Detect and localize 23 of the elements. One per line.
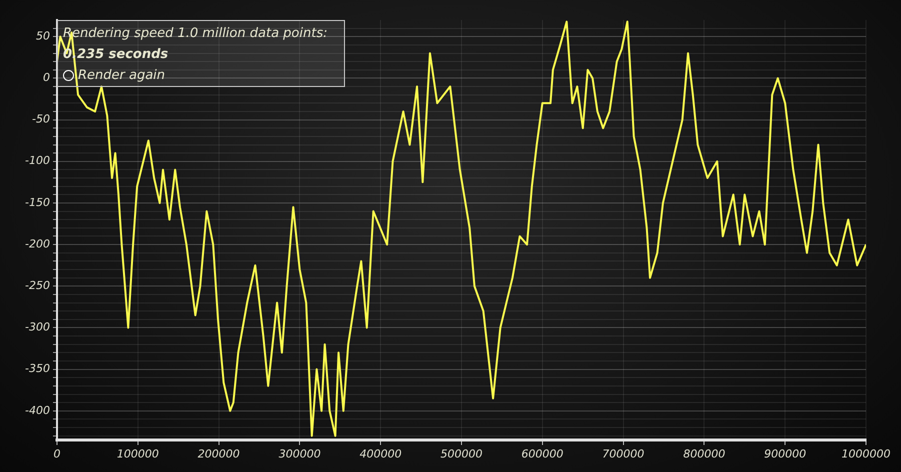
x-tick-label: 900000 bbox=[764, 447, 806, 460]
y-tick-label: -50 bbox=[32, 112, 50, 126]
y-tick-label: -200 bbox=[25, 237, 50, 250]
x-tick-label: 100000 bbox=[116, 447, 159, 460]
x-tick-label: 600000 bbox=[521, 447, 564, 460]
y-tick-label: -100 bbox=[25, 154, 50, 168]
x-tick-label: 800000 bbox=[683, 447, 726, 460]
x-tick-label: 500000 bbox=[440, 447, 482, 460]
x-tick-label: 0 bbox=[54, 447, 60, 460]
y-tick-label: -400 bbox=[25, 404, 50, 417]
x-tick-label: 700000 bbox=[602, 447, 644, 460]
y-tick-label: -300 bbox=[25, 320, 50, 334]
x-tick-label: 1000000 bbox=[842, 447, 890, 460]
y-tick-label: -350 bbox=[25, 362, 50, 376]
x-tick-label: 300000 bbox=[278, 447, 321, 460]
y-tick-label: 0 bbox=[43, 71, 50, 84]
x-tick-label: 200000 bbox=[198, 447, 240, 460]
y-tick-label: 50 bbox=[36, 29, 50, 42]
annotation: Render again bbox=[78, 67, 166, 85]
y-tick-label: -150 bbox=[25, 196, 50, 209]
x-tick-label: 400000 bbox=[360, 447, 402, 460]
annotation: Rendering speed 1.0 million data points: bbox=[63, 25, 328, 43]
y-tick-label: -250 bbox=[25, 279, 50, 292]
